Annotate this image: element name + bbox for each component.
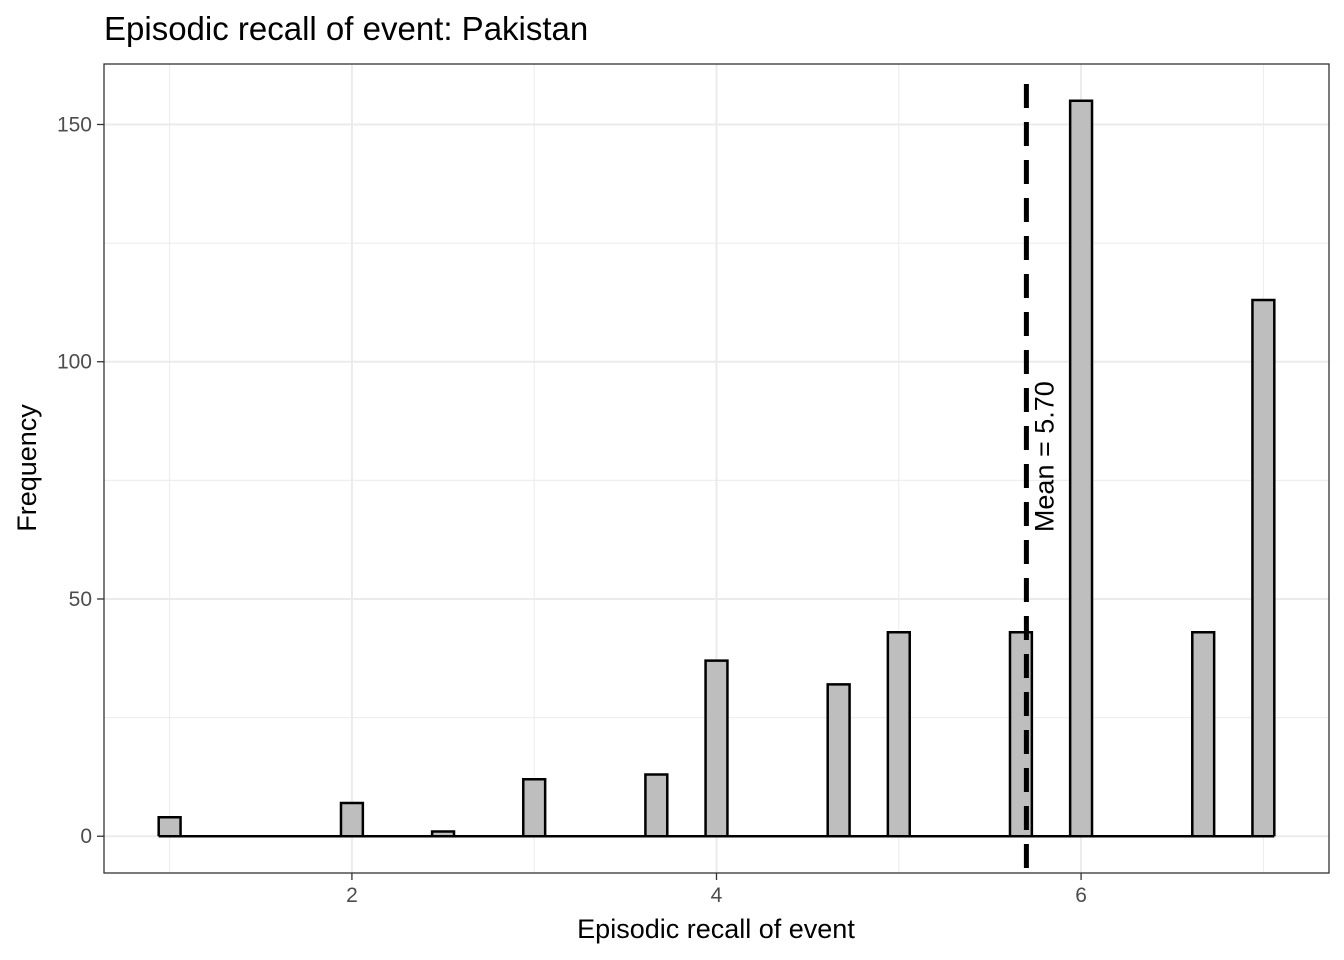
x-tick-label: 4 — [711, 884, 723, 907]
y-axis-title: Frequency — [12, 404, 42, 532]
histogram-bar — [705, 660, 728, 837]
histogram-bar — [523, 779, 546, 837]
histogram-bar — [887, 632, 910, 837]
mean-annotation: Mean = 5.70 — [1029, 381, 1059, 532]
histogram-bar — [827, 684, 850, 837]
histogram-bar — [432, 831, 454, 837]
x-tick-label: 2 — [346, 884, 358, 907]
axis-layer: 2 4 6 0 50 100 150 — [57, 113, 1087, 907]
x-axis-title: Episodic recall of event — [577, 914, 855, 944]
chart-title: Episodic recall of event: Pakistan — [104, 10, 588, 47]
bar-layer — [157, 99, 1276, 838]
histogram-bar — [1192, 632, 1215, 837]
histogram-bar — [158, 817, 181, 837]
y-tick-label: 150 — [57, 113, 92, 136]
y-tick-label: 50 — [69, 588, 92, 611]
x-tick-label: 6 — [1075, 884, 1087, 907]
histogram-outline — [157, 99, 1276, 837]
histogram-bar — [1252, 300, 1275, 837]
mean-layer: Mean = 5.70 — [1023, 84, 1059, 873]
y-tick-label: 100 — [57, 351, 92, 374]
histogram-bar — [645, 774, 668, 837]
histogram-bar — [340, 803, 363, 837]
y-tick-label: 0 — [80, 825, 92, 848]
histogram-bar — [1070, 100, 1093, 837]
